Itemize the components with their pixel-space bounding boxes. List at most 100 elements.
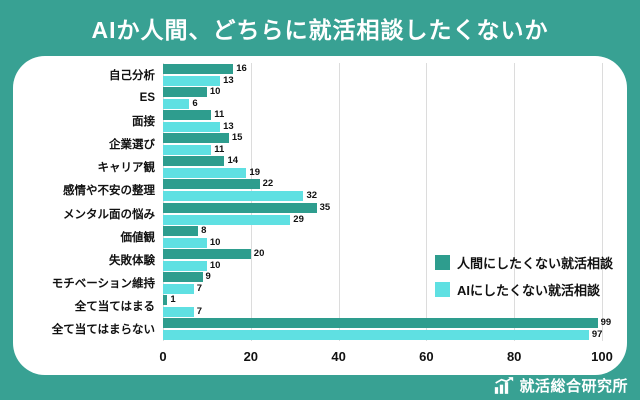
bar-line: 13 [163,120,602,132]
bar-line: 35 [163,202,602,213]
category-label: 自己分析 [109,69,155,82]
bar-line: 11 [163,144,602,156]
category-label: 全て当てはまる [74,301,155,314]
bar-line: 16 [163,63,602,74]
bar-line: 9 [163,272,602,283]
category-label: ES [139,91,155,104]
category-label: 企業選び [109,139,155,152]
bar-group: 8 10 [163,224,602,248]
bar-group: 99 97 [163,318,611,341]
chart-body: 自己分析 16 13 ES 10 6 面接 11 13 企業選び 15 11 キャリア観 14 19 感情や不… [25,63,611,341]
gridlines [163,63,603,341]
bar [163,295,168,306]
bar-value-label: 10 [209,259,221,271]
bar-line: 99 [163,318,611,329]
bar-group: 15 11 [163,132,602,156]
bar [163,86,207,97]
x-tick-label: 0 [159,349,167,364]
growth-chart-icon [495,376,514,394]
bar [163,145,212,156]
chart-row: 価値観 8 10 [25,225,602,248]
bar-line: 32 [163,191,602,202]
chart-row: 企業選び 15 11 [25,133,602,156]
legend-swatch [434,282,450,297]
category-label: メンタル面の悩み [63,208,155,221]
bar-line: 22 [163,178,602,190]
x-tick-label: 100 [591,349,613,364]
bar-line: 10 [163,236,602,248]
bar-value-label: 22 [262,178,274,190]
chart-row: ES 10 6 [25,86,602,109]
x-tick-label: 20 [243,349,259,364]
bar [163,284,194,295]
bar-value-label: 13 [223,74,234,86]
bar [163,121,221,132]
bar-value-label: 10 [209,236,221,248]
bar-group: 16 13 [163,63,602,86]
x-axis: 0 20 40 60 80 100 [159,349,612,367]
chart-title: AIか人間、どちらに就活相談したくないか [91,17,549,43]
chart-row: 全て当てはまらない 99 97 [25,318,611,341]
bar [163,168,247,179]
bar-line: 14 [163,156,602,167]
category-label: 全て当てはまらない [51,324,155,337]
chart-row: 自己分析 16 13 [25,63,602,86]
bar [163,191,304,202]
chart-row: 失敗体験 20 10 [25,248,602,271]
gridline [250,63,252,341]
gridline [426,63,428,341]
bar-group: 10 6 [163,86,602,109]
legend-label: AIにしたくない就活相談 [456,283,600,298]
bar-value-label: 6 [192,97,198,109]
bar [163,330,589,341]
bar [163,214,291,225]
category-label: 失敗体験 [109,254,155,267]
bar-line: 29 [163,214,602,225]
bar [163,225,199,236]
bar-line: 11 [163,108,602,120]
bar [163,133,229,144]
chart-row: 面接 11 13 [25,109,602,132]
bar [163,98,190,109]
category-label: 感情や不安の整理 [63,185,155,198]
bar-line: 7 [163,306,602,318]
bar-line: 1 [163,295,602,306]
gridline [163,63,164,341]
bar-value-label: 8 [201,224,207,236]
bar-group: 20 10 [163,248,602,271]
legend-item: 人間にしたくない就活相談 [434,253,613,272]
bar-group: 14 19 [163,156,602,179]
bar-value-label: 11 [214,108,225,120]
chart-row: キャリア観 14 19 [25,156,602,179]
bar [163,156,225,167]
gridline [514,63,516,341]
bar-value-label: 99 [600,317,612,329]
bar-value-label: 7 [196,283,203,295]
brand-logo: 就活総合研究所 [494,375,628,395]
bar-line: 7 [163,283,602,295]
bar [163,237,207,248]
bar [163,179,260,190]
x-tick-label: 60 [419,349,434,364]
legend-item: AIにしたくない就活相談 [434,280,613,299]
bar [163,202,317,213]
gridline [338,63,340,341]
legend: 人間にしたくない就活相談 AIにしたくない就活相談 [434,253,613,299]
brand-name: 就活総合研究所 [519,377,628,395]
bar-value-label: 11 [214,144,225,156]
x-tick-label: 40 [331,349,346,364]
bar-value-label: 13 [223,120,234,132]
bar-line: 10 [163,86,602,97]
bar-value-label: 15 [231,132,243,144]
bar-value-label: 7 [196,306,203,318]
bar-line: 10 [163,259,602,271]
bar [163,260,207,271]
chart-row: メンタル面の悩み 35 29 [25,202,602,225]
bar [163,109,212,120]
category-label: 価値観 [120,231,156,244]
chart-row: 全て当てはまる 1 7 [25,295,602,318]
bar-group: 11 13 [163,108,602,132]
bar [163,75,221,86]
bar-line: 97 [163,330,602,341]
